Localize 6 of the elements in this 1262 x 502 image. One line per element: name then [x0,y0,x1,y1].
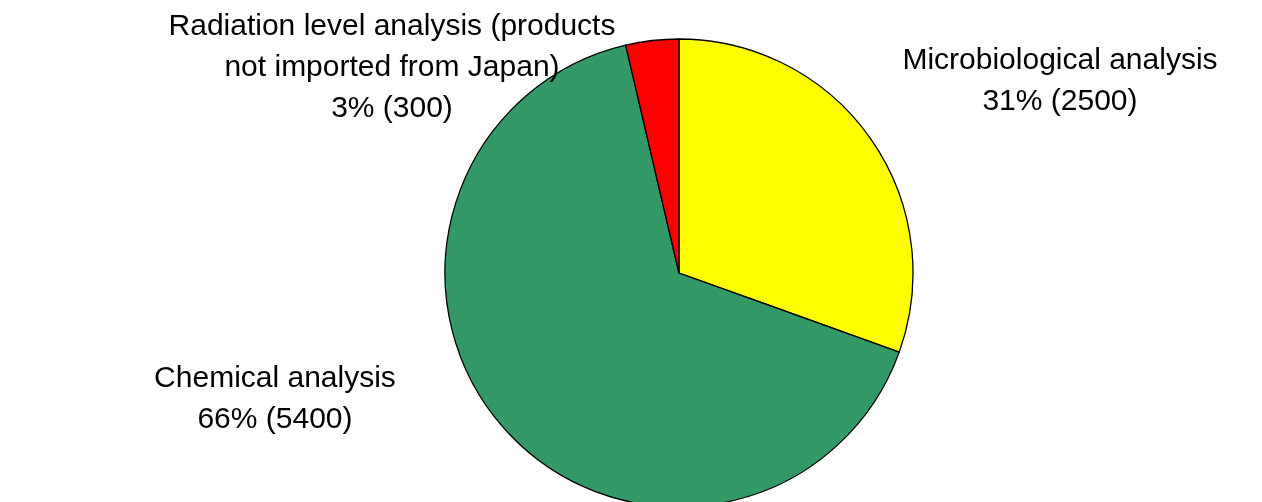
slice-label: Chemical analysis [153,359,397,395]
data-label: 66% (5400) [196,400,354,436]
data-label: 31% (2500) [981,82,1139,118]
slice-label: Radiation level analysis (products not imported from Japan) [167,7,617,84]
data-label: 3% (300) [330,89,454,125]
slice-label: Microbiological analysis [901,41,1219,77]
